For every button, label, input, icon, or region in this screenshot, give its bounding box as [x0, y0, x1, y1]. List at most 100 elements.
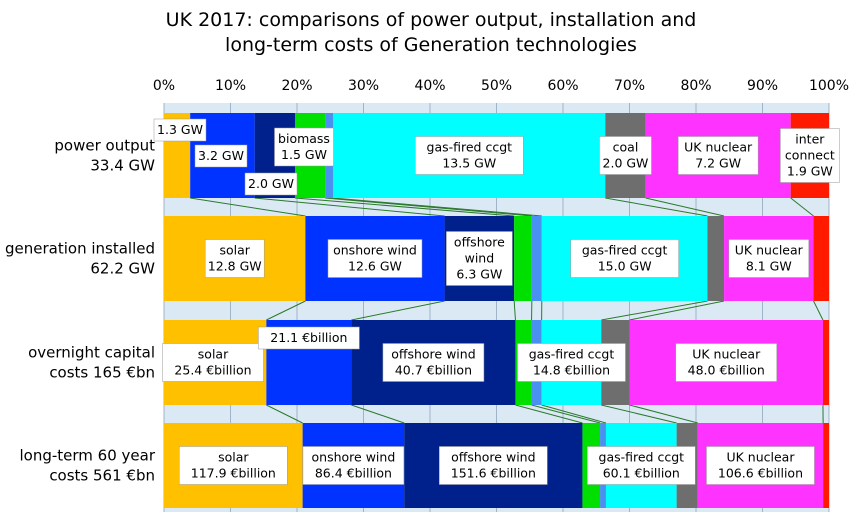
data-label-text: solar	[218, 450, 249, 465]
data-label-text: inter	[795, 132, 825, 147]
connector-line	[325, 197, 532, 217]
data-label-box	[162, 343, 264, 382]
data-label-text: 12.6 GW	[348, 259, 402, 274]
data-label-text: 13.5 GW	[442, 156, 496, 171]
connector-line	[541, 404, 607, 424]
data-label-text: offshore wind	[391, 347, 475, 362]
data-label-onshore-wind-2: 21.1 €billion	[258, 326, 360, 350]
row-label: overnight capital	[28, 344, 155, 362]
x-tick-label: 50%	[481, 78, 512, 94]
connector-line	[601, 404, 677, 424]
data-label-text: onshore wind	[312, 450, 396, 465]
data-label-solar-0: 1.3 GW	[153, 118, 207, 142]
connector-line	[515, 404, 583, 424]
row-label: 33.4 GW	[90, 157, 155, 175]
data-label-text: 6.3 GW	[456, 267, 502, 282]
connector-line	[254, 197, 445, 217]
data-label-text: 48.0 €billion	[688, 363, 765, 378]
data-label-text: 86.4 €billion	[315, 466, 392, 481]
data-label-text: solar	[198, 347, 229, 362]
data-label-box	[244, 172, 298, 196]
connector-line	[266, 404, 303, 424]
data-label-text: UK nuclear	[684, 140, 753, 155]
data-label-text: offshore wind	[451, 450, 535, 465]
data-label-box	[274, 127, 334, 167]
data-label-box	[382, 343, 485, 382]
data-label-text: 7.2 GW	[695, 156, 741, 171]
bar-segment-interconnect	[823, 423, 829, 508]
data-label-text: 12.8 GW	[208, 259, 262, 274]
row-label: 62.2 GW	[90, 260, 155, 278]
data-label-text: connect	[785, 148, 835, 163]
data-label-box	[302, 446, 405, 485]
data-label-text: 15.0 GW	[598, 259, 652, 274]
connector-line	[813, 300, 824, 321]
data-label-onshore-wind-0: 3.2 GW	[194, 144, 248, 168]
bar-segment-interconnect	[813, 216, 829, 301]
x-tick-label: 10%	[215, 78, 246, 94]
connector-line	[351, 300, 445, 321]
bar-segment-biomass	[514, 216, 532, 301]
data-label-box	[415, 136, 524, 175]
data-label-text: gas-fired ccgt	[529, 347, 615, 362]
data-label-box	[446, 231, 513, 286]
data-label-offshore-wind-0: 2.0 GW	[244, 172, 298, 196]
x-tick-label: 20%	[281, 78, 312, 94]
data-label-box	[570, 239, 679, 278]
bar-segment-coal	[707, 216, 725, 301]
chart-title-line-2: long-term costs of Generation technologi…	[225, 34, 637, 56]
data-label-text: offshore	[454, 235, 505, 250]
x-tick-label: 0%	[153, 78, 175, 94]
data-label-text: biomass	[278, 131, 330, 146]
data-label-text: 60.1 €billion	[603, 466, 680, 481]
connector-line	[531, 404, 601, 424]
connector-line	[513, 300, 516, 321]
data-label-box	[677, 136, 759, 175]
data-label-box	[780, 128, 840, 183]
data-label-text: 106.6 €billion	[718, 466, 803, 481]
data-label-text: 8.1 GW	[746, 259, 792, 274]
x-tick-label: 100%	[809, 78, 849, 94]
x-tick-label: 80%	[680, 78, 711, 94]
bar-segment-interconnect	[822, 320, 829, 405]
connector-line	[790, 197, 814, 217]
connector-line	[601, 300, 708, 321]
x-tick-label: 30%	[348, 78, 379, 94]
data-label-text: UK nuclear	[692, 347, 761, 362]
connector-line	[190, 197, 306, 217]
data-label-text: 1.5 GW	[281, 147, 327, 162]
data-label-box	[258, 326, 360, 350]
connector-line	[294, 197, 515, 217]
data-label-text: wind	[465, 251, 495, 266]
data-label-box	[153, 118, 207, 142]
data-label-text: UK nuclear	[735, 243, 804, 258]
x-tick-label: 90%	[747, 78, 778, 94]
data-label-text: UK nuclear	[726, 450, 795, 465]
data-label-box	[194, 144, 248, 168]
data-label-box	[728, 239, 810, 278]
data-label-box	[179, 446, 288, 485]
connector-line	[605, 197, 708, 217]
data-label-text: gas-fired ccgt	[582, 243, 668, 258]
data-label-box	[587, 446, 696, 485]
data-label-box	[675, 343, 777, 382]
